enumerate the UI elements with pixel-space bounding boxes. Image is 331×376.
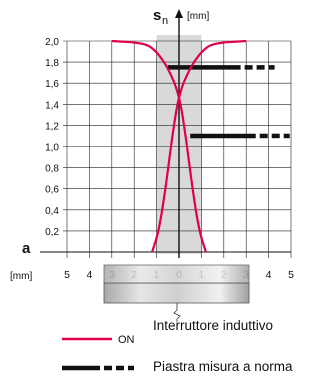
x-tick-label: 5: [288, 269, 294, 281]
y-tick-label: 1,4: [45, 100, 59, 111]
y-axis-subscript: n: [162, 15, 168, 27]
y-axis-symbol: s: [153, 7, 161, 24]
legend: ON Interruttore induttivo Piastra misura…: [62, 318, 293, 374]
x-axis-symbol: a: [22, 240, 31, 257]
y-axis-unit: [mm]: [187, 11, 209, 22]
y-axis-title: s n [mm]: [153, 7, 209, 27]
sensor-housing: [103, 264, 250, 284]
y-tick-label: 1,8: [45, 58, 59, 69]
y-tick-label: 0,2: [45, 227, 59, 238]
on-curve: [111, 39, 207, 253]
grid: [63, 40, 292, 258]
x-tick-label: 5: [64, 269, 70, 281]
legend-plate-label: Piastra misura a norma: [153, 359, 293, 374]
on-curve: [151, 39, 247, 253]
y-tick-label: 0,4: [45, 206, 59, 217]
y-tick-label: 1,6: [45, 79, 59, 90]
legend-switch-label: Interruttore induttivo: [153, 318, 273, 333]
y-axis-arrow: [175, 9, 183, 18]
x-tick-label: 4: [266, 269, 272, 281]
y-tick-label: 1,2: [45, 121, 59, 132]
y-tick-labels: 2,0 1,8 1,6 1,4 1,2 1,0 0,8 0,6 0,4 0,2: [45, 37, 59, 238]
y-tick-label: 0,6: [45, 185, 59, 196]
sensor-pointer-line: [173, 303, 181, 322]
legend-on-label: ON: [118, 334, 135, 346]
plate-series: [167, 65, 290, 139]
inductive-switch-body: [103, 264, 250, 322]
x-tick-label: 4: [86, 269, 92, 281]
y-tick-label: 0,8: [45, 164, 59, 175]
sensor-face: [103, 282, 250, 304]
y-tick-label: 2,0: [45, 37, 59, 48]
x-axis-unit: [mm]: [10, 271, 32, 282]
on-series: [111, 39, 247, 253]
y-tick-label: 1,0: [45, 143, 59, 154]
axes: [40, 9, 291, 258]
